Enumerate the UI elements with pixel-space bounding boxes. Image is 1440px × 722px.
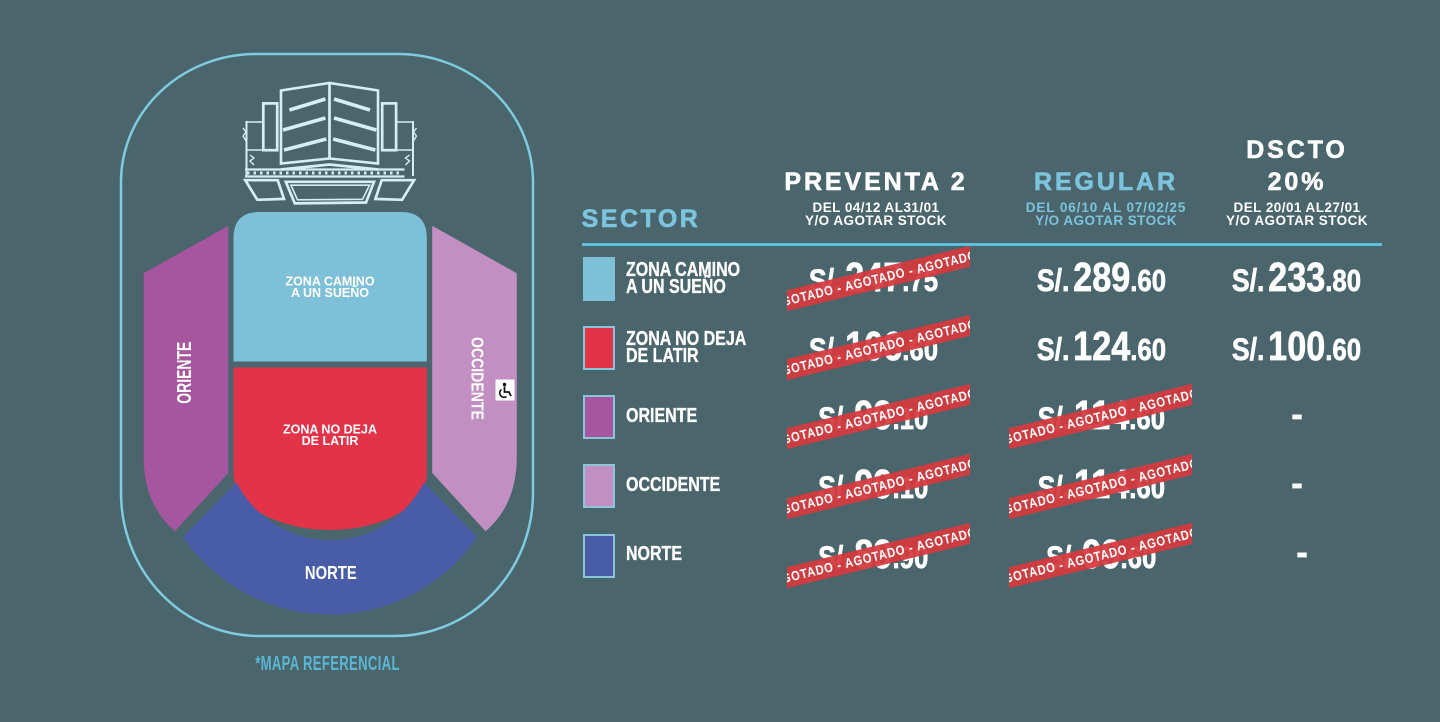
svg-text:ZONA NO DEJA: ZONA NO DEJA bbox=[283, 423, 377, 437]
svg-text:DE LATIR: DE LATIR bbox=[302, 434, 359, 448]
svg-text:*MAPA REFERENCIAL: *MAPA REFERENCIAL bbox=[255, 651, 400, 675]
svg-text:A UN SUEÑO: A UN SUEÑO bbox=[291, 285, 369, 300]
svg-text:NORTE: NORTE bbox=[305, 562, 357, 583]
svg-text:ORIENTE: ORIENTE bbox=[172, 342, 195, 404]
svg-text:ZONA CAMINO: ZONA CAMINO bbox=[285, 275, 374, 289]
svg-text:OCCIDENTE: OCCIDENTE bbox=[467, 337, 486, 420]
